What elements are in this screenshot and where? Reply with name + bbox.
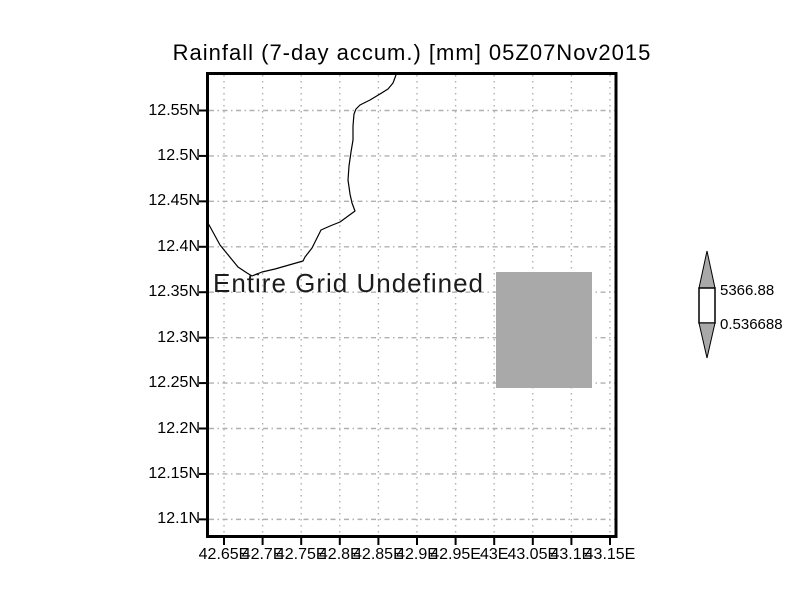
colorbar-top-arrow [698, 250, 716, 289]
y-tick-label: 12.3N [157, 328, 200, 346]
colorbar-bottom-arrow [698, 322, 716, 359]
x-tick-label: 42.65E [198, 546, 250, 563]
colorbar-box [698, 287, 716, 324]
coastline [207, 74, 397, 277]
map-frame [206, 72, 618, 538]
y-tick-label: 12.55N [148, 101, 200, 119]
x-tick-label: 43.05E [507, 546, 559, 563]
x-tick-label: 42.7E [241, 546, 284, 563]
y-tick-label: 12.15N [148, 464, 200, 482]
y-tick-label: 12.45N [148, 192, 200, 210]
y-tick-label: 12.1N [157, 510, 200, 528]
y-tick-label: 12.2N [157, 419, 200, 437]
colorbar-min-label: 0.536688 [720, 316, 783, 333]
x-tick-label: 43.15E [584, 546, 636, 563]
x-tick-label: 42.8E [318, 546, 361, 563]
undefined-data-region [496, 272, 592, 388]
y-tick-label: 12.25N [148, 374, 200, 392]
x-tick-label: 42.9E [396, 546, 438, 563]
x-tick-label: 42.85E [353, 546, 404, 563]
undefined-grid-annotation: Entire Grid Undefined [213, 268, 485, 298]
y-tick-label: 12.5N [157, 146, 200, 164]
x-tick-label: 43E [479, 546, 509, 563]
y-tick-label: 12.4N [157, 237, 200, 255]
y-tick-label: 12.35N [148, 283, 200, 301]
colorbar-max-label: 5366.88 [720, 282, 775, 299]
x-tick-label: 42.75E [275, 546, 327, 563]
x-tick-label: 43.1E [550, 546, 593, 563]
page-title: Rainfall (7-day accum.) [mm] 05Z07Nov201… [172, 40, 652, 65]
x-tick-label: 42.95E [430, 546, 481, 563]
